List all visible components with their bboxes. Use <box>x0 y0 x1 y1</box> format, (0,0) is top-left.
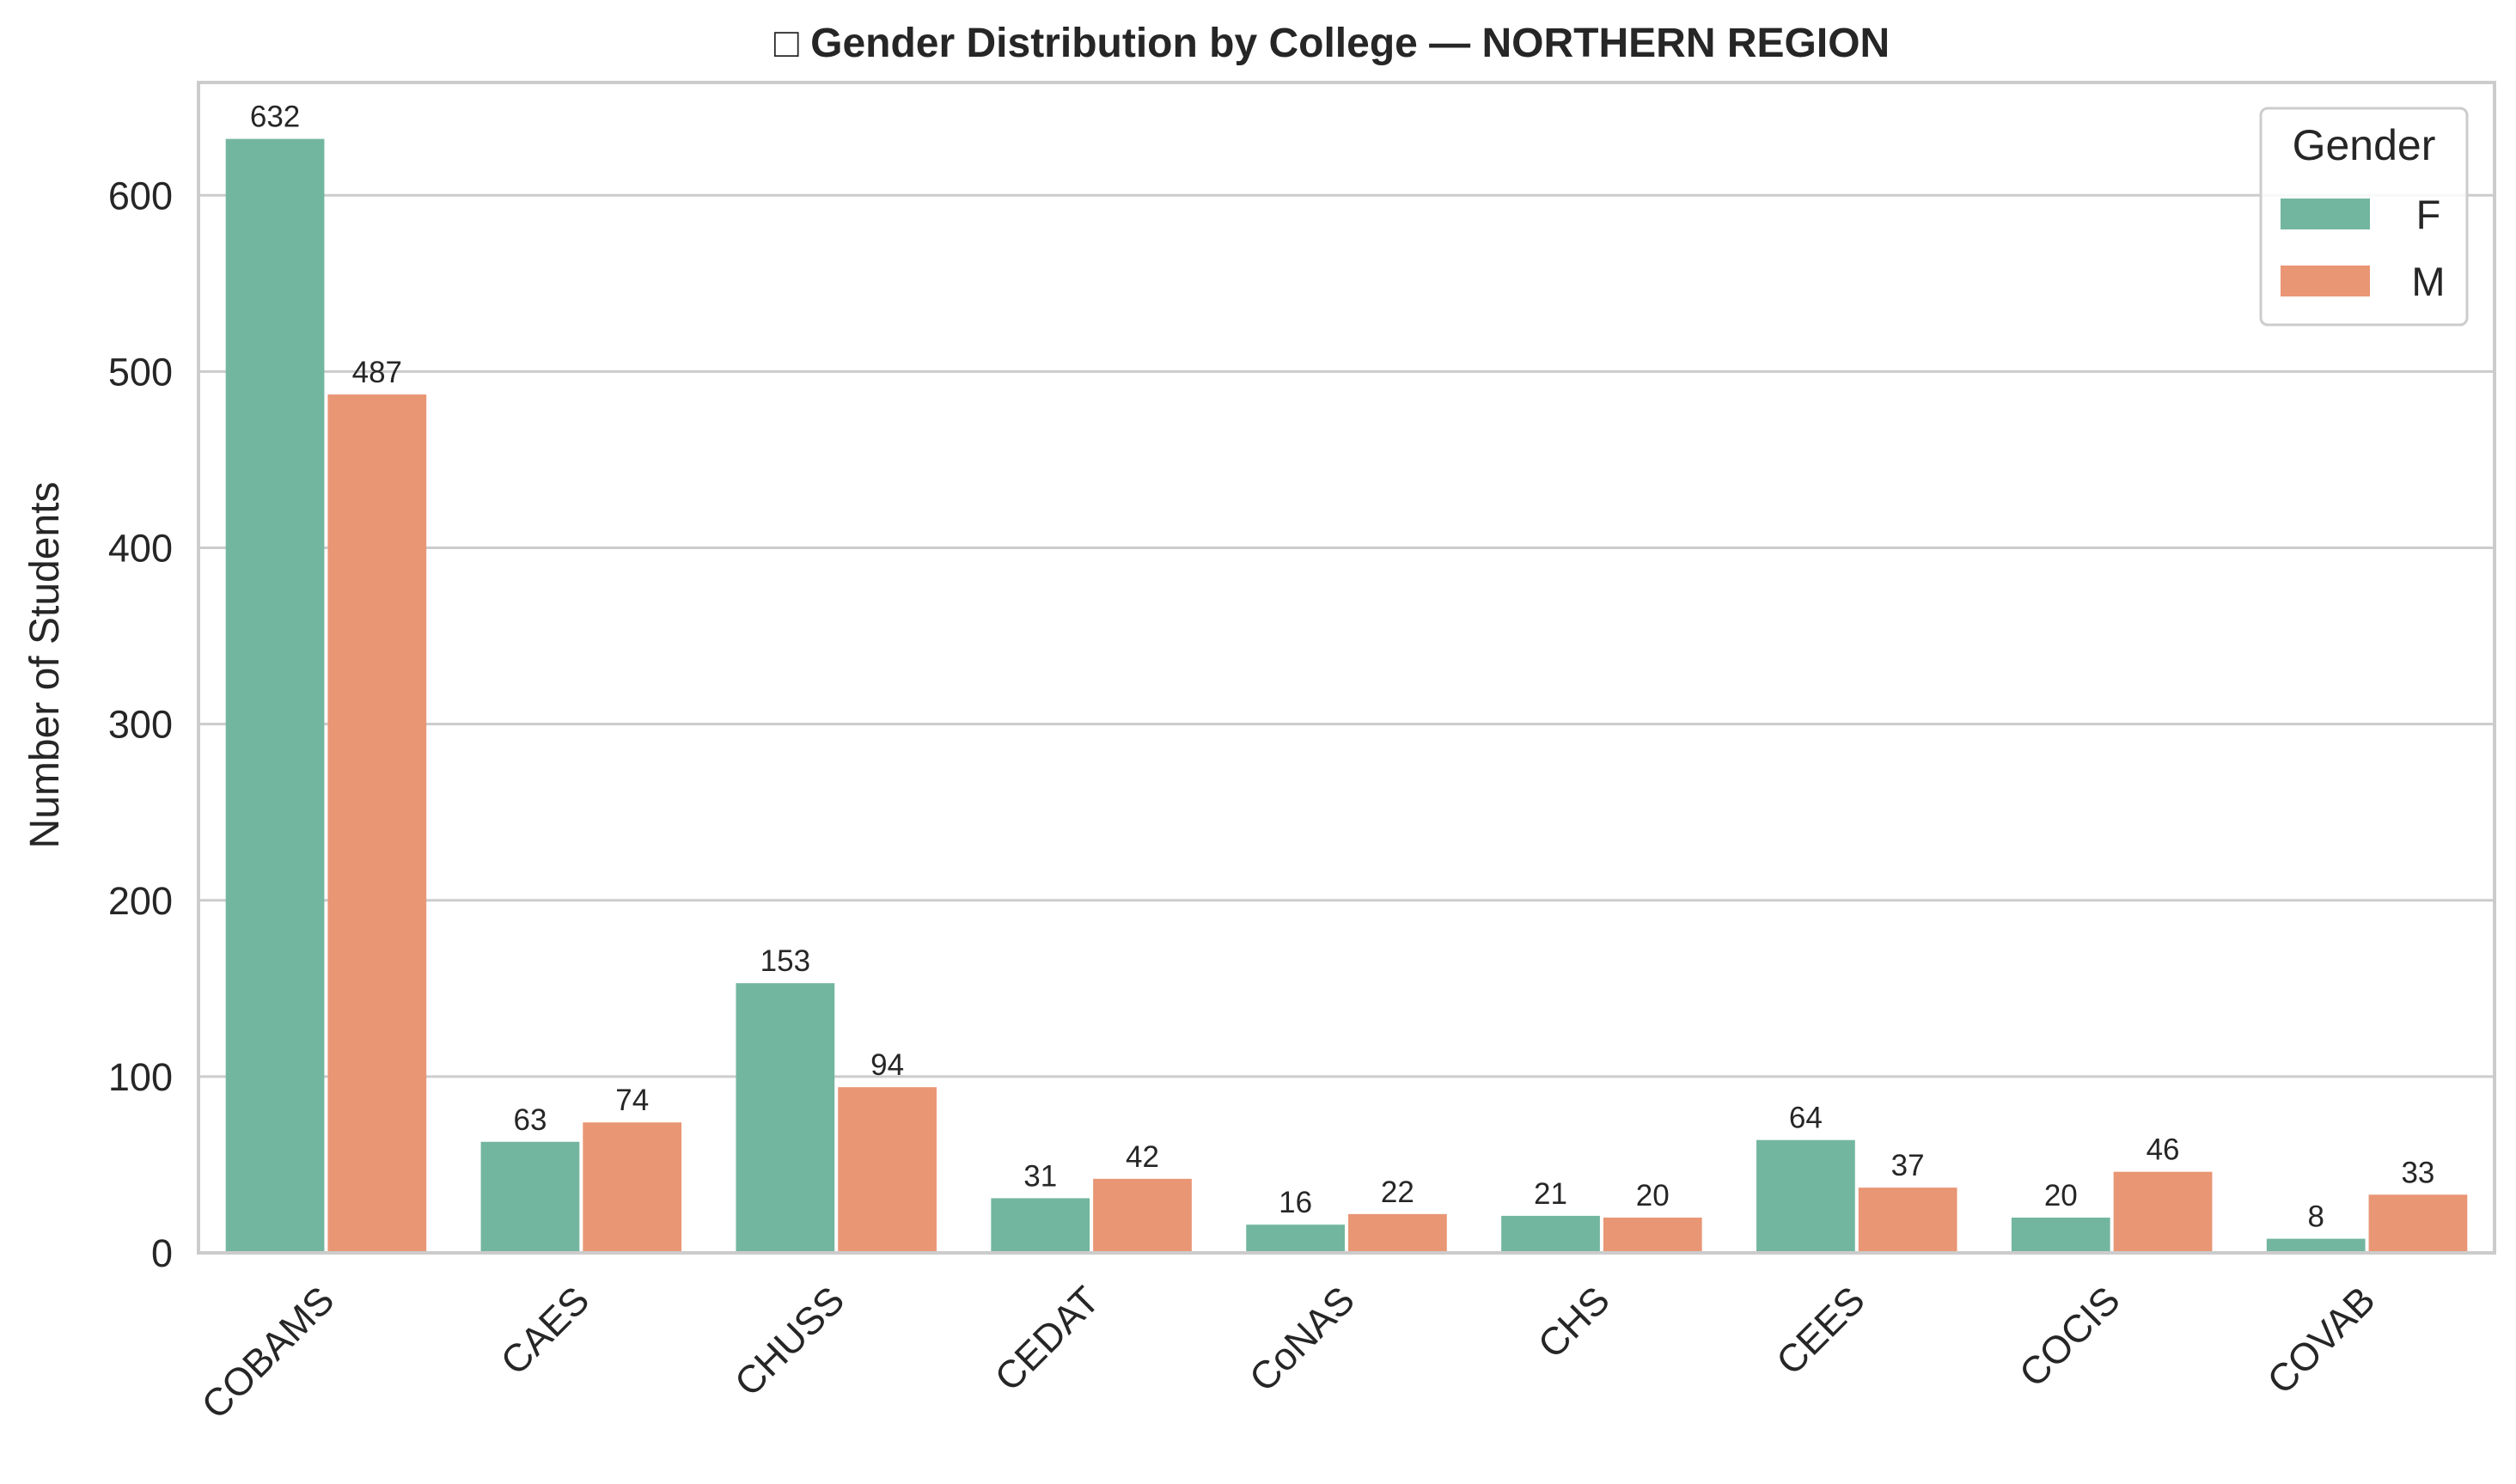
bar-chs-m <box>1603 1217 1702 1253</box>
bar-label-cobams-m: 487 <box>352 356 402 389</box>
legend-title: Gender <box>2293 121 2436 169</box>
bar-label-covab-m: 33 <box>2401 1156 2434 1189</box>
bar-value-labels: 632 487 63 74 153 94 31 42 16 22 21 20 64 37 20 46 8 33 <box>250 101 2435 1234</box>
gridlines <box>198 193 2495 1255</box>
bar-label-chs-m: 20 <box>1636 1179 1670 1212</box>
bar-label-caes-f: 63 <box>513 1103 547 1137</box>
x-tick-cobams: COBAMS <box>193 1278 343 1427</box>
y-tick-500: 500 <box>108 350 173 394</box>
bar-cedat-f <box>991 1198 1090 1253</box>
x-tick-cocis: COCIS <box>2011 1278 2128 1395</box>
bar-covab-f <box>2266 1238 2366 1253</box>
bar-label-cocis-m: 46 <box>2147 1133 2180 1167</box>
legend: Gender F M <box>2259 107 2469 327</box>
bar-label-chs-f: 21 <box>1534 1177 1567 1211</box>
bar-chs-f <box>1501 1215 1600 1253</box>
bar-label-caes-m: 74 <box>615 1084 649 1117</box>
bar-label-cobams-f: 632 <box>250 101 300 134</box>
legend-label-f: F <box>2416 192 2441 237</box>
y-tick-0: 0 <box>151 1231 173 1275</box>
bar-cedat-m <box>1093 1178 1192 1253</box>
bars <box>225 138 2468 1254</box>
x-tick-chs: CHS <box>1530 1278 1618 1366</box>
bar-label-chuss-m: 94 <box>870 1048 904 1082</box>
y-tick-200: 200 <box>108 879 173 923</box>
bar-cocis-m <box>2113 1171 2213 1253</box>
bar-conas-m <box>1348 1213 1447 1253</box>
bar-label-cocis-f: 20 <box>2044 1179 2078 1212</box>
y-tick-100: 100 <box>108 1055 173 1099</box>
bar-chuss-f <box>736 983 835 1253</box>
bar-label-cees-f: 64 <box>1789 1102 1823 1135</box>
bar-conas-f <box>1246 1224 1345 1253</box>
x-tick-chuss: CHUSS <box>726 1278 852 1404</box>
bar-cocis-f <box>2011 1217 2110 1253</box>
legend-label-m: M <box>2411 259 2445 304</box>
x-tick-cees: CEES <box>1768 1278 1873 1383</box>
chart-title: □ Gender Distribution by College — NORTH… <box>774 21 1890 66</box>
legend-swatch-f <box>2281 198 2370 229</box>
bar-chuss-m <box>838 1087 937 1253</box>
legend-swatch-m <box>2281 266 2370 296</box>
y-axis-ticks: 0 100 200 300 400 500 600 <box>108 174 173 1275</box>
bar-label-cees-m: 37 <box>1891 1149 1925 1182</box>
x-tick-conas: CoNAS <box>1241 1278 1363 1400</box>
x-axis-ticks: COBAMS CAES CHUSS CEDAT CoNAS CHS CEES COCIS COV… <box>193 1278 2384 1427</box>
bar-label-cedat-f: 31 <box>1023 1159 1057 1193</box>
y-tick-600: 600 <box>108 174 173 217</box>
bar-cobams-f <box>225 138 325 1253</box>
bar-caes-m <box>583 1122 682 1253</box>
bar-cees-m <box>1858 1188 1957 1253</box>
bar-label-covab-f: 8 <box>2307 1200 2324 1234</box>
bar-label-cedat-m: 42 <box>1126 1140 1159 1174</box>
y-tick-400: 400 <box>108 527 173 571</box>
bar-label-conas-f: 16 <box>1279 1186 1312 1219</box>
x-tick-caes: CAES <box>492 1278 598 1383</box>
bar-covab-m <box>2368 1194 2468 1253</box>
x-tick-cedat: CEDAT <box>986 1278 1108 1400</box>
bar-label-conas-m: 22 <box>1381 1176 1414 1209</box>
bar-cees-f <box>1756 1139 1855 1253</box>
bar-cobams-m <box>327 394 427 1254</box>
bar-caes-f <box>480 1141 580 1253</box>
y-tick-300: 300 <box>108 703 173 747</box>
bar-label-chuss-f: 153 <box>760 944 810 978</box>
plot-frame <box>197 81 2496 1255</box>
y-axis-label: Number of Students <box>22 482 68 849</box>
x-tick-covab: COVAB <box>2259 1278 2384 1402</box>
